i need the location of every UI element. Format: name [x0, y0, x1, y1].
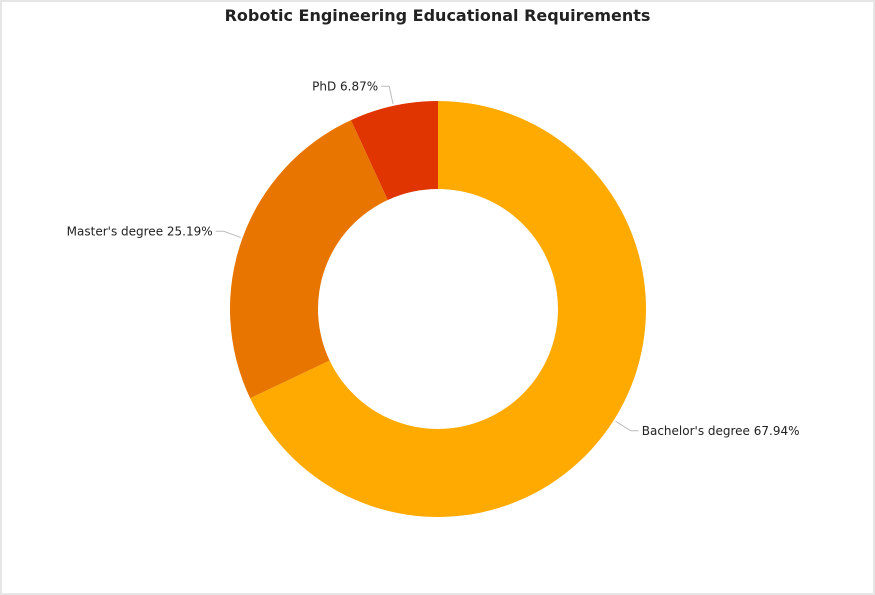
- slice-master-s-degree[interactable]: [230, 120, 388, 399]
- leader-line: [381, 85, 394, 104]
- leader-line: [215, 230, 241, 238]
- slice-bachelor-s-degree[interactable]: [250, 101, 647, 517]
- leader-line: [615, 420, 639, 432]
- data-label: PhD 6.87%: [312, 79, 378, 93]
- labels-group: Bachelor's degree 67.94% Master's degree …: [67, 79, 800, 438]
- slice-phd[interactable]: [350, 101, 438, 201]
- slices-group: [230, 101, 647, 517]
- data-label: Bachelor's degree 67.94%: [642, 424, 800, 438]
- leader-lines-group: [215, 85, 639, 432]
- chart-title: Robotic Engineering Educational Requirem…: [224, 6, 651, 25]
- data-label: Master's degree 25.19%: [67, 224, 213, 238]
